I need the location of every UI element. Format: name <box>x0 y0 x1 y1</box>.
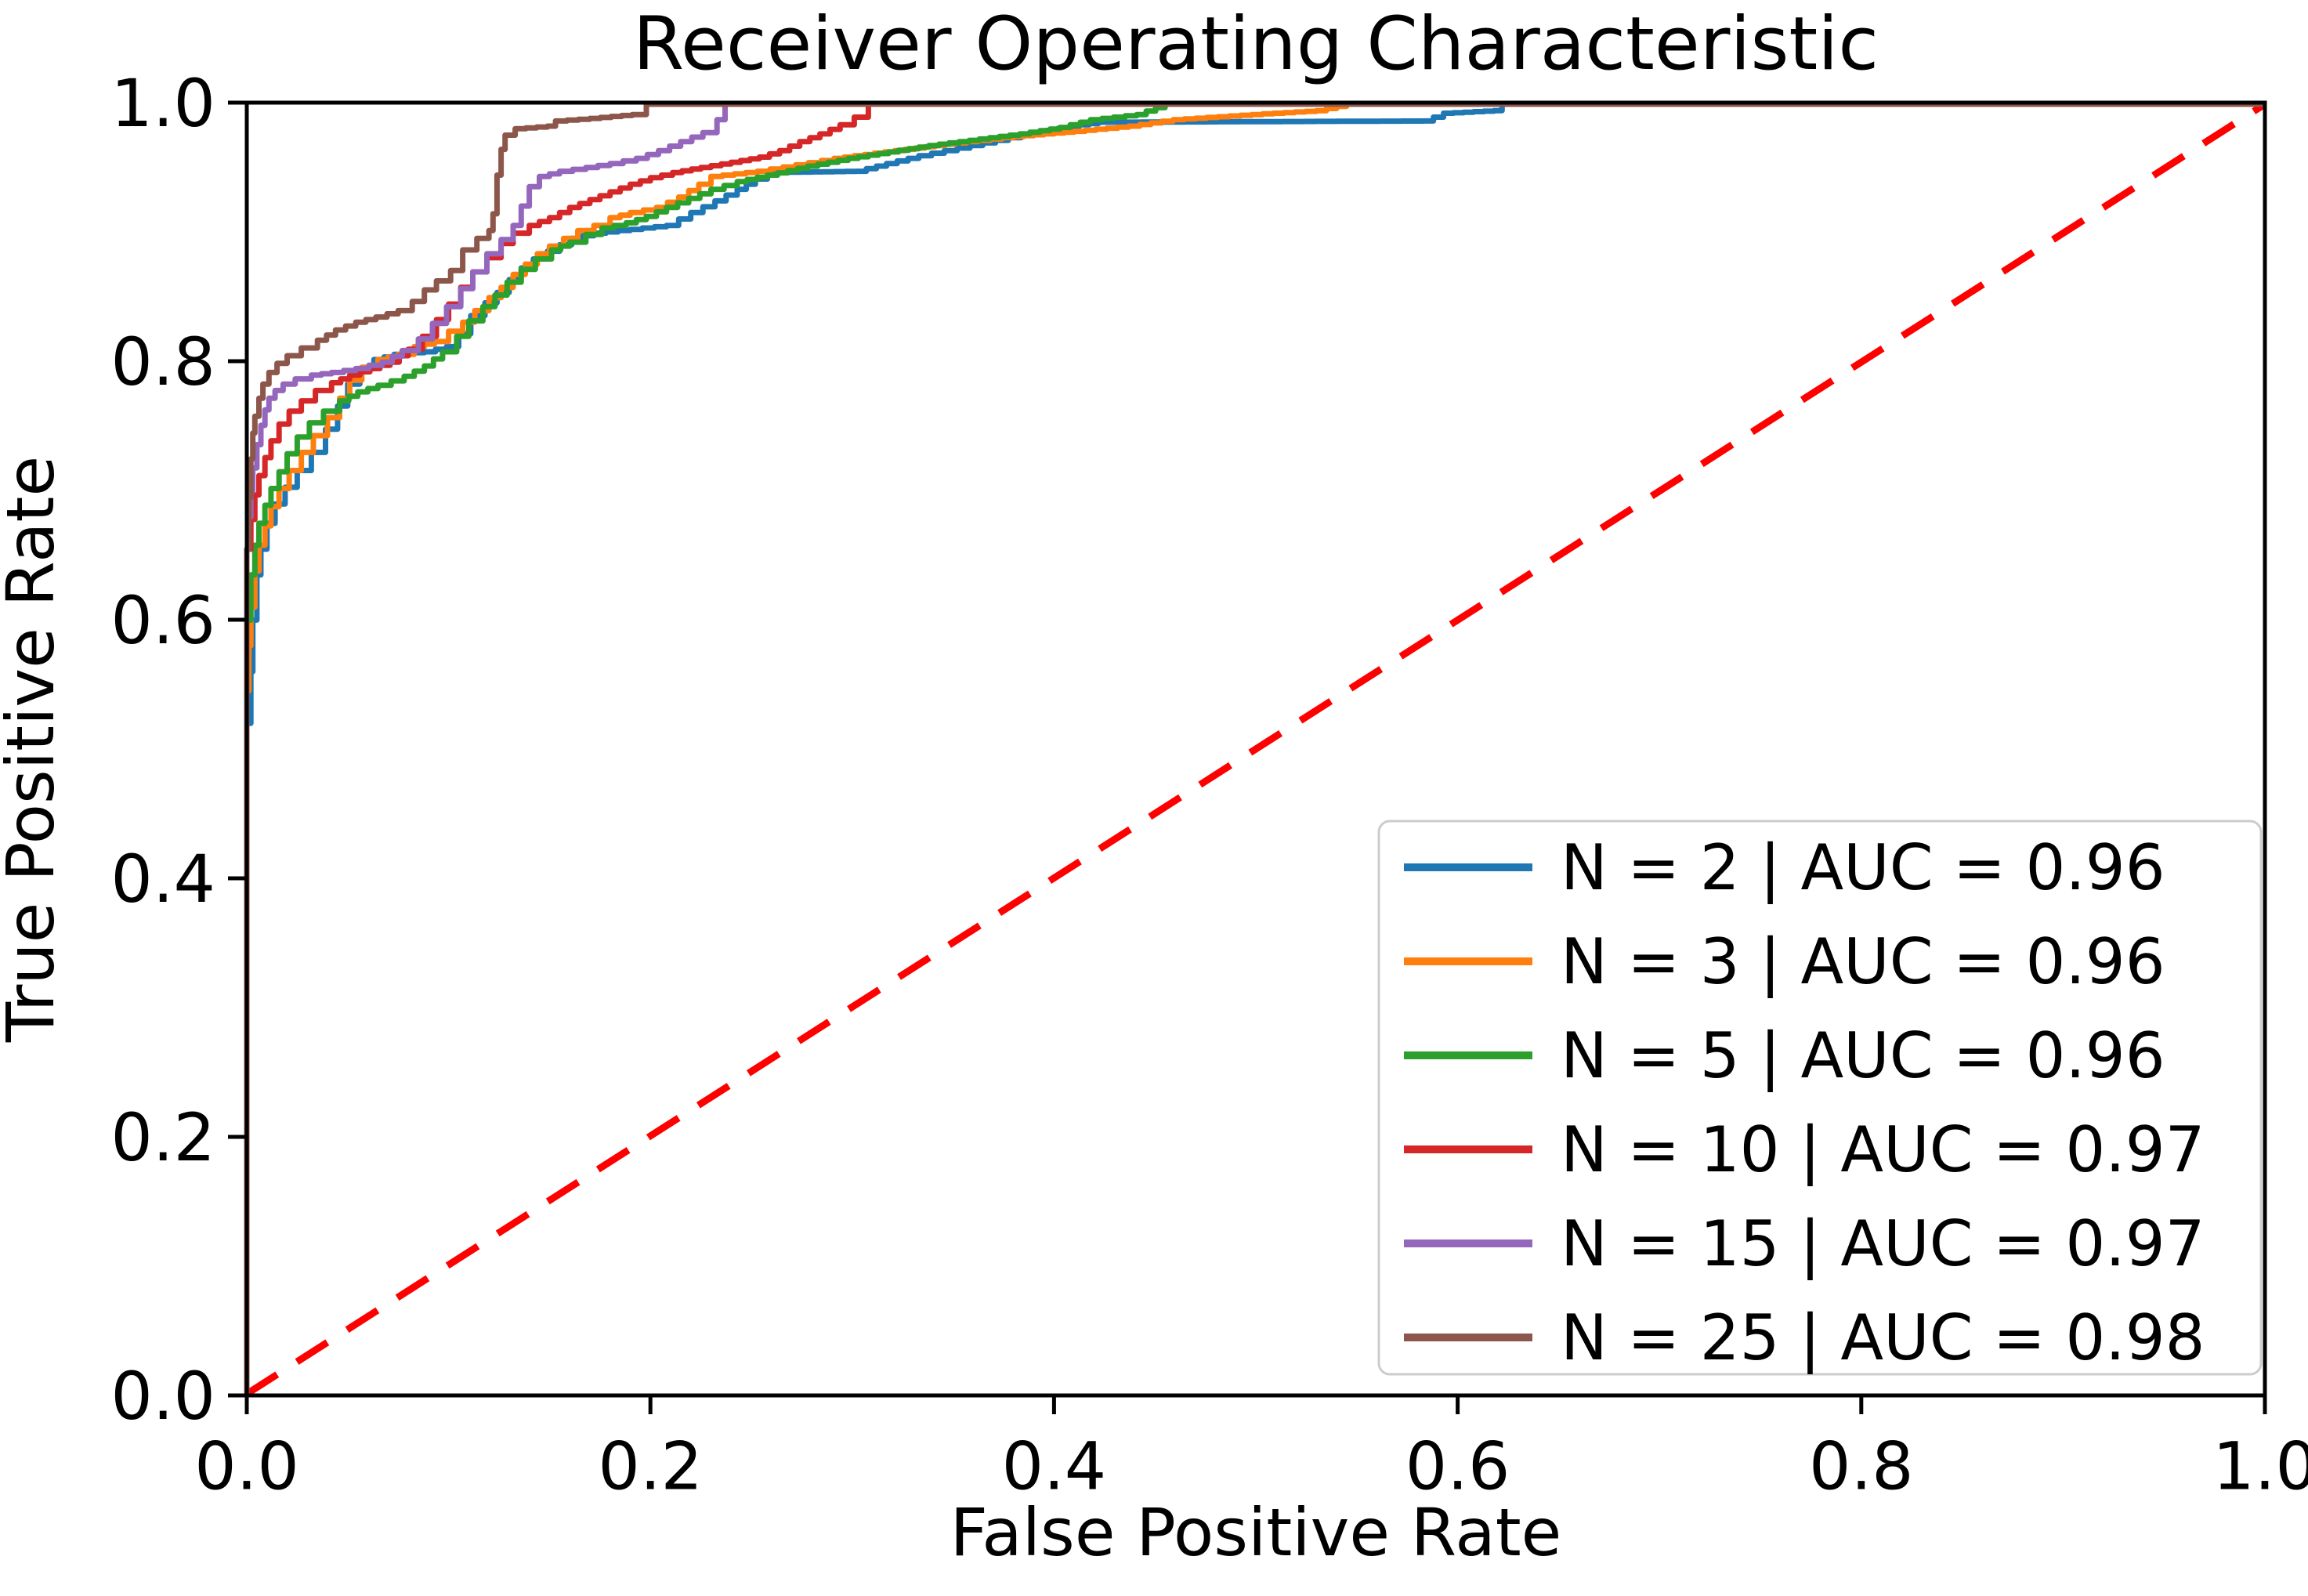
legend-label: N = 15 | AUC = 0.97 <box>1561 1207 2205 1281</box>
legend-entry-N10: N = 10 | AUC = 0.97 <box>1404 1113 2205 1187</box>
legend-label: N = 25 | AUC = 0.98 <box>1561 1301 2205 1375</box>
legend-label: N = 10 | AUC = 0.97 <box>1561 1113 2205 1187</box>
ticks-group: 0.0 0.2 0.4 0.6 0.8 1.0 0.0 0.2 0.4 0.6 0.8 1.0 <box>110 65 2308 1504</box>
y-tick-label: 1.0 <box>110 65 215 142</box>
legend-label: N = 3 | AUC = 0.96 <box>1561 925 2165 999</box>
x-tick-label: 0.8 <box>1809 1428 1914 1504</box>
legend-label: N = 5 | AUC = 0.96 <box>1561 1019 2165 1093</box>
legend-box <box>1377 820 2263 1376</box>
legend-label: N = 2 | AUC = 0.96 <box>1561 831 2165 905</box>
legend-entry-N5: N = 5 | AUC = 0.96 <box>1404 1019 2165 1093</box>
legend-entry-N2: N = 2 | AUC = 0.96 <box>1404 831 2165 905</box>
x-tick-label: 0.6 <box>1405 1428 1510 1504</box>
legend: N = 2 | AUC = 0.96 N = 3 | AUC = 0.96 N = … <box>1377 820 2263 1376</box>
y-tick-label: 0.8 <box>110 324 215 400</box>
y-tick-label: 0.0 <box>110 1358 215 1435</box>
x-tick-label: 0.2 <box>598 1428 703 1504</box>
y-tick-label: 0.2 <box>110 1099 215 1176</box>
y-axis-label: True Positive Rate <box>0 456 69 1043</box>
x-axis-label: False Positive Rate <box>950 1494 1562 1571</box>
legend-entry-N25: N = 25 | AUC = 0.98 <box>1404 1301 2205 1375</box>
legend-entry-N3: N = 3 | AUC = 0.96 <box>1404 925 2165 999</box>
legend-entry-N15: N = 15 | AUC = 0.97 <box>1404 1207 2205 1281</box>
x-tick-label: 0.0 <box>194 1428 299 1504</box>
x-tick-label: 1.0 <box>2212 1428 2308 1504</box>
y-tick-label: 0.6 <box>110 582 215 659</box>
y-tick-label: 0.4 <box>110 841 215 917</box>
chance-diagonal-line <box>244 101 2267 1397</box>
plot-border <box>244 100 2267 1398</box>
x-tick-label: 0.4 <box>1002 1428 1107 1504</box>
chart-title: Receiver Operating Characteristic <box>633 2 1879 87</box>
